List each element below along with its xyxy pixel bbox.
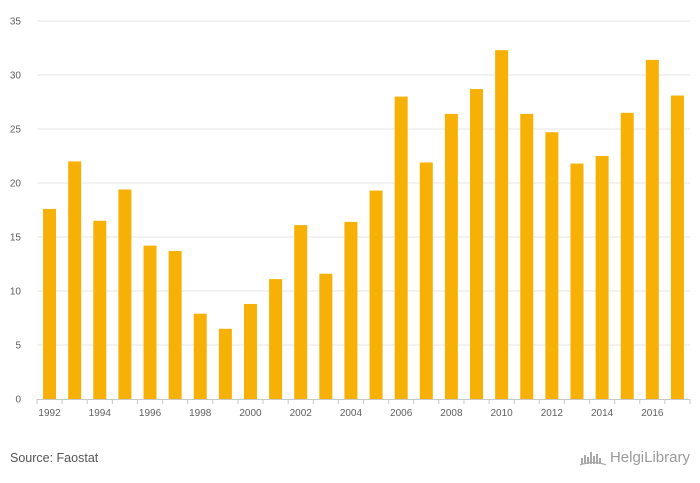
x-tick-label: 1992 xyxy=(38,408,61,419)
y-axis-ticks: 0 5 10 15 20 25 30 35 xyxy=(10,17,22,406)
x-tick-label: 2006 xyxy=(390,408,413,419)
bar-2007 xyxy=(419,162,433,399)
bars xyxy=(43,50,684,400)
x-tick-label: 2008 xyxy=(440,408,463,419)
bar-2008 xyxy=(444,113,458,399)
x-tick-label: 1996 xyxy=(139,408,162,419)
bar-2001 xyxy=(269,279,283,399)
bar-1996 xyxy=(143,245,157,399)
x-axis: 1992 1994 1996 1998 2000 2002 2004 2006 2008 2010… xyxy=(36,399,691,419)
bar-2015 xyxy=(620,112,634,400)
bar-2002 xyxy=(294,225,308,399)
bar-2011 xyxy=(520,113,534,399)
y-tick-label: 30 xyxy=(10,71,22,82)
source-label: Source: Faostat xyxy=(10,451,99,465)
bar-1997 xyxy=(168,251,182,399)
helgi-library-logo: HelgiLibrary xyxy=(579,448,690,466)
x-tick-label: 2002 xyxy=(290,408,313,419)
x-tick-label: 2012 xyxy=(541,408,564,419)
x-tick-label: 1994 xyxy=(89,408,112,419)
bar-2003 xyxy=(319,273,333,399)
helgi-library-logo-icon xyxy=(579,452,606,466)
x-tick-label: 1998 xyxy=(189,408,212,419)
bar-2013 xyxy=(570,163,584,399)
bar-2016 xyxy=(645,59,659,399)
bar-1992 xyxy=(43,208,57,399)
bar-2005 xyxy=(369,190,383,399)
y-tick-label: 20 xyxy=(10,179,22,190)
bar-1994 xyxy=(93,220,107,399)
bar-2009 xyxy=(470,89,484,399)
bar-1993 xyxy=(68,161,82,399)
bar-2004 xyxy=(344,221,358,399)
bar-chart: 0 5 10 15 20 25 30 35 1992 1994 1996 1998 2000 2002 2… xyxy=(10,17,691,419)
gridlines xyxy=(37,20,690,346)
logo-text: HelgiLibrary xyxy=(609,448,690,466)
y-tick-label: 0 xyxy=(15,395,21,406)
y-tick-label: 25 xyxy=(10,125,22,136)
bar-1999 xyxy=(218,328,232,399)
bar-2006 xyxy=(394,96,408,399)
x-tick-label: 2010 xyxy=(491,408,514,419)
bar-2010 xyxy=(495,50,509,399)
y-tick-label: 5 xyxy=(15,341,21,352)
bar-1995 xyxy=(118,189,132,399)
y-tick-label: 10 xyxy=(10,287,22,298)
bar-2017 xyxy=(670,95,684,400)
x-tick-label: 2000 xyxy=(239,408,262,419)
y-tick-label: 15 xyxy=(10,233,22,244)
bar-2000 xyxy=(243,303,257,399)
x-tick-label: 2016 xyxy=(641,408,664,419)
y-tick-label: 35 xyxy=(10,17,22,28)
bar-2014 xyxy=(595,156,609,399)
x-tick-label: 2004 xyxy=(340,408,363,419)
bar-1998 xyxy=(193,313,207,399)
x-tick-label: 2014 xyxy=(591,408,614,419)
bar-2012 xyxy=(545,132,559,400)
